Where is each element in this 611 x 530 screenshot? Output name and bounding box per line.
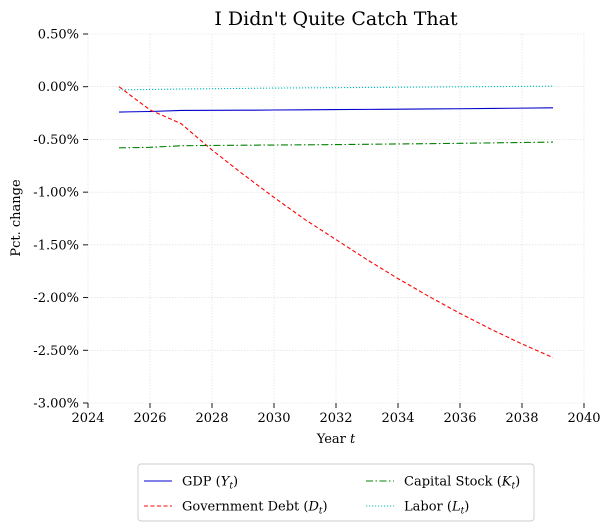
y-tick-label: -2.50% (33, 344, 79, 359)
legend-box (137, 463, 535, 522)
x-tick-label: 2030 (257, 411, 290, 426)
y-tick-label: -1.00% (33, 186, 79, 201)
series-line-capital-stock (118, 141, 554, 149)
x-tick-label: 2032 (319, 411, 352, 426)
y-tick-label: 0.00% (38, 80, 79, 95)
x-tick-label: 2034 (381, 411, 414, 426)
chart-title: I Didn't Quite Catch That (214, 8, 458, 30)
legend-label: Labor (Lt) (404, 500, 469, 517)
y-tick-label: 0.50% (38, 28, 79, 43)
x-tick-label: 2026 (133, 411, 166, 426)
series-line-labor (118, 85, 554, 91)
y-tick-label: -1.50% (33, 238, 79, 253)
legend-label: GDP (Yt) (182, 475, 238, 492)
x-tick-label: 2028 (195, 411, 228, 426)
x-tick-label: 2024 (71, 411, 104, 426)
x-tick-label: 2036 (443, 411, 476, 426)
series-lines (118, 85, 554, 359)
x-axis-label-var: t (350, 432, 356, 447)
x-axis-label: Year t (316, 432, 356, 447)
series-line-gdp (118, 107, 554, 113)
legend: GDP (Yt) Government Debt (Dt) Capital Stoc… (137, 463, 535, 522)
y-tick-label: -2.00% (33, 291, 79, 306)
x-tick-label: 2038 (505, 411, 538, 426)
series-line-government-debt (118, 86, 554, 359)
y-tick-label: -3.00% (33, 397, 79, 412)
x-tick-label: 2040 (567, 411, 600, 426)
y-axis-label: Pct. change (9, 179, 24, 257)
y-tick-label: -0.50% (33, 133, 79, 148)
x-axis-label-text: Year (316, 432, 347, 447)
grid (87, 33, 585, 404)
legend-label: Capital Stock (Kt) (404, 475, 520, 492)
legend-label: Government Debt (Dt) (182, 500, 328, 517)
axes: 2024 2026 2028 2030 2032 2034 2036 2038 2040 0.50… (33, 28, 600, 427)
